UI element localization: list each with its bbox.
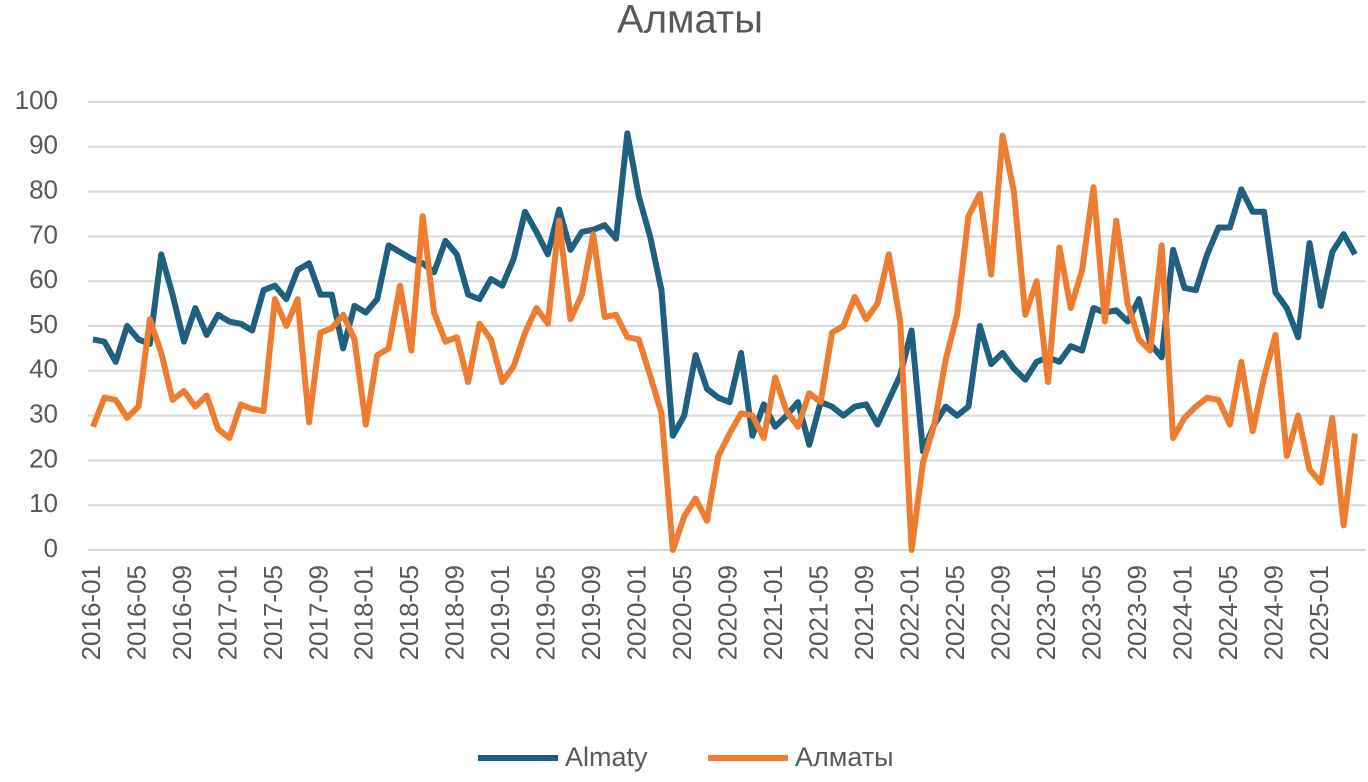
x-tick-label: 2024-01 xyxy=(1167,565,1197,660)
x-tick-label: 2024-09 xyxy=(1258,565,1288,660)
x-tick-label: 2016-05 xyxy=(121,565,151,660)
x-tick-label: 2016-09 xyxy=(167,565,197,660)
x-tick-label: 2018-09 xyxy=(440,565,470,660)
chart-title: Алматы xyxy=(617,0,763,42)
x-tick-label: 2023-09 xyxy=(1122,565,1152,660)
x-tick-label: 2025-01 xyxy=(1304,565,1334,660)
y-tick-label: 30 xyxy=(29,398,58,428)
y-tick-label: 60 xyxy=(29,264,58,294)
x-tick-label: 2017-09 xyxy=(303,565,333,660)
x-tick-label: 2022-09 xyxy=(985,565,1015,660)
x-tick-label: 2019-05 xyxy=(531,565,561,660)
y-tick-label: 70 xyxy=(29,219,58,249)
y-tick-label: 40 xyxy=(29,354,58,384)
x-tick-label: 2021-05 xyxy=(804,565,834,660)
x-tick-label: 2020-09 xyxy=(713,565,743,660)
x-tick-label: 2017-05 xyxy=(258,565,288,660)
x-tick-label: 2023-01 xyxy=(1031,565,1061,660)
y-tick-label: 20 xyxy=(29,443,58,473)
series-line xyxy=(92,130,1358,455)
legend-label: Алматы xyxy=(795,742,894,772)
x-tick-label: 2022-05 xyxy=(940,565,970,660)
y-tick-label: 50 xyxy=(29,309,58,339)
x-tick-label: 2017-01 xyxy=(212,565,242,660)
x-tick-label: 2022-01 xyxy=(894,565,924,660)
x-tick-label: 2018-05 xyxy=(394,565,424,660)
series-line xyxy=(90,132,1358,553)
x-tick-label: 2016-01 xyxy=(76,565,106,660)
x-tick-label: 2023-05 xyxy=(1076,565,1106,660)
y-tick-label: 0 xyxy=(44,533,58,563)
x-tick-label: 2021-01 xyxy=(758,565,788,660)
y-tick-label: 10 xyxy=(29,488,58,518)
x-tick-label: 2019-09 xyxy=(576,565,606,660)
y-tick-label: 100 xyxy=(15,85,58,115)
x-tick-label: 2020-05 xyxy=(667,565,697,660)
x-tick-label: 2024-05 xyxy=(1213,565,1243,660)
legend-label: Almaty xyxy=(565,742,648,772)
x-tick-label: 2020-01 xyxy=(622,565,652,660)
x-tick-label: 2018-01 xyxy=(349,565,379,660)
y-tick-label: 90 xyxy=(29,130,58,160)
x-tick-label: 2019-01 xyxy=(485,565,515,660)
x-tick-label: 2021-09 xyxy=(849,565,879,660)
y-tick-label: 80 xyxy=(29,174,58,204)
